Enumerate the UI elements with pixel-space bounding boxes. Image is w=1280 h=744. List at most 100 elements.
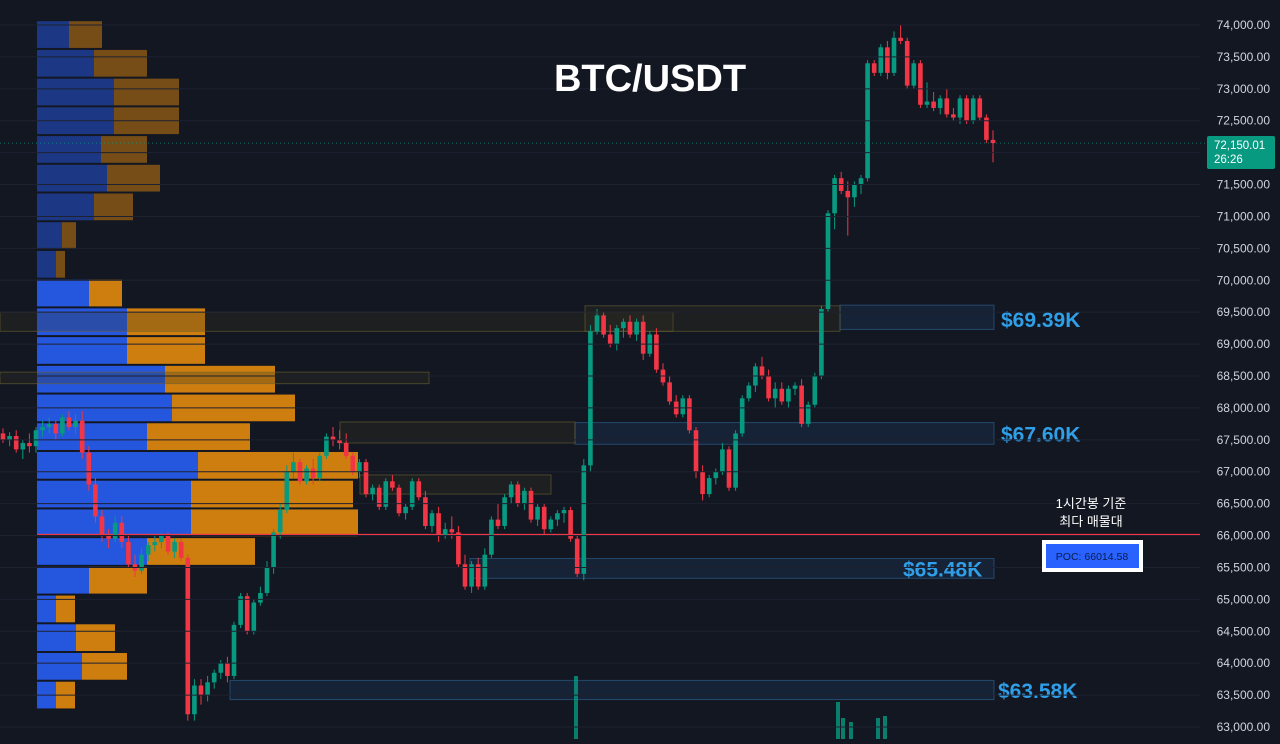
- candle-body: [667, 382, 672, 402]
- candle-body: [429, 513, 435, 526]
- candle-body: [139, 554, 144, 571]
- candle-body: [522, 490, 527, 504]
- candle-body: [119, 522, 125, 542]
- volume-profile-sell-bar: [82, 653, 127, 680]
- last-price-box: [1207, 136, 1275, 169]
- candle-body: [799, 385, 804, 424]
- price-axis: 63,000.00 63,500.00 64,000.00 64,500.00 65,0…: [0, 18, 1270, 734]
- candle-body: [739, 398, 745, 434]
- candle-body: [337, 439, 342, 444]
- volume-profile-buy-bar: [37, 279, 89, 307]
- volume-profile-buy-bar: [37, 624, 76, 652]
- candle-body: [264, 567, 270, 593]
- volume-profile-sell-bar: [191, 509, 358, 537]
- candle-body: [627, 321, 633, 335]
- price-tick-label: 67,000.00: [1217, 465, 1271, 479]
- candle-body: [489, 519, 494, 555]
- candle-body: [898, 37, 903, 41]
- volume-profile-buy-bar: [37, 365, 165, 393]
- candle-body: [792, 385, 798, 389]
- volume-profile-buy-bar: [37, 78, 114, 106]
- candle-body: [343, 443, 349, 456]
- supply-box: [0, 311, 674, 332]
- volume-bar: [849, 722, 853, 739]
- candle-body: [786, 388, 791, 402]
- candle-body: [825, 213, 831, 309]
- volume-profile-sell-bar: [94, 49, 147, 77]
- price-tick-label: 65,500.00: [1217, 560, 1271, 574]
- volume-profile-sell-bar: [56, 595, 75, 623]
- candle-body: [172, 541, 177, 552]
- price-tick-label: 71,000.00: [1217, 209, 1271, 223]
- candle-body: [317, 455, 323, 479]
- candle-body: [449, 529, 455, 533]
- candle-body: [251, 602, 257, 632]
- candle-countdown: 26:26: [1214, 154, 1243, 166]
- candle-body: [258, 592, 263, 603]
- candle-body: [178, 541, 184, 558]
- candle-body: [687, 398, 692, 431]
- volume-profile-buy-bar: [37, 193, 94, 221]
- candle-body: [304, 468, 309, 482]
- volume-profile-buy-bar: [37, 308, 127, 336]
- candle-body: [376, 487, 382, 507]
- candle-body: [680, 398, 686, 415]
- candle-body: [330, 436, 336, 440]
- volume-profile-buy-bar: [37, 480, 191, 508]
- candle-body: [845, 190, 851, 198]
- price-tick-label: 64,000.00: [1217, 656, 1271, 670]
- candle-body: [970, 98, 976, 121]
- volume-profile-sell-bar: [147, 423, 250, 450]
- candle-body: [601, 315, 606, 335]
- candle-body: [614, 328, 620, 345]
- candle-body: [370, 487, 375, 495]
- candle-body: [885, 47, 890, 73]
- volume-bar: [574, 676, 578, 739]
- volume-profile: [37, 21, 358, 709]
- candle-body: [574, 538, 580, 574]
- candle-body: [383, 481, 389, 507]
- level-label: $63.58K: [998, 680, 1077, 703]
- candle-body: [805, 404, 811, 424]
- volume-profile-sell-bar: [89, 279, 122, 307]
- candle-body: [528, 490, 534, 520]
- candle-body: [205, 682, 210, 696]
- candle-body: [403, 506, 408, 514]
- candle-body: [871, 63, 877, 73]
- candle-body: [409, 481, 415, 507]
- price-tick-label: 68,500.00: [1217, 369, 1271, 383]
- volume-profile-buy-bar: [37, 653, 82, 680]
- candle-body: [594, 315, 600, 332]
- candle-body: [482, 554, 488, 587]
- candle-body: [581, 465, 587, 574]
- candle-body: [746, 385, 752, 399]
- candle-body: [462, 564, 468, 587]
- volume-profile-sell-bar: [127, 308, 205, 336]
- candle-body: [46, 423, 52, 428]
- candle-body: [588, 331, 593, 466]
- candle-body: [99, 516, 105, 536]
- volume-profile-sell-bar: [107, 164, 160, 192]
- candle-body: [7, 435, 12, 440]
- candle-body: [654, 334, 659, 370]
- volume-profile-buy-bar: [37, 222, 62, 249]
- candle-body: [324, 436, 329, 456]
- candle-body: [218, 663, 224, 673]
- price-tick-label: 66,000.00: [1217, 529, 1271, 543]
- candle-body: [812, 376, 818, 405]
- candle-body: [852, 184, 857, 198]
- candle-body: [733, 433, 738, 488]
- price-tick-label: 69,000.00: [1217, 337, 1271, 351]
- candle-body: [106, 535, 111, 539]
- candle-body: [13, 435, 19, 450]
- candle-body: [944, 98, 950, 115]
- volume-profile-sell-bar: [101, 136, 147, 163]
- volume-profile-buy-bar: [37, 337, 127, 364]
- candle-body: [277, 510, 283, 533]
- volume-profile-sell-bar: [165, 365, 275, 393]
- candle-body: [310, 468, 316, 479]
- candle-body: [244, 596, 250, 632]
- candle-body: [112, 522, 118, 539]
- candle-body: [40, 427, 45, 431]
